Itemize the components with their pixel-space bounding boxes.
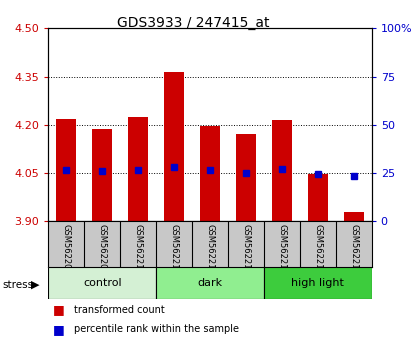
- Bar: [344, 212, 364, 221]
- Bar: [56, 119, 76, 221]
- Bar: [92, 129, 112, 221]
- Text: GSM562213: GSM562213: [241, 224, 250, 274]
- Text: GSM562210: GSM562210: [134, 224, 143, 274]
- Text: ▶: ▶: [31, 280, 39, 290]
- Text: transformed count: transformed count: [74, 305, 164, 315]
- Bar: [236, 135, 256, 221]
- Text: GSM562216: GSM562216: [349, 224, 358, 274]
- Text: GSM562214: GSM562214: [277, 224, 286, 274]
- Text: stress: stress: [2, 280, 33, 290]
- Text: percentile rank within the sample: percentile rank within the sample: [74, 324, 239, 334]
- Text: ■: ■: [53, 323, 65, 336]
- Text: GSM562215: GSM562215: [313, 224, 322, 274]
- Text: ■: ■: [53, 303, 65, 316]
- Text: GSM562208: GSM562208: [62, 224, 71, 274]
- Text: GSM562209: GSM562209: [98, 224, 107, 274]
- Bar: [200, 126, 220, 221]
- Text: control: control: [83, 278, 121, 288]
- Bar: [272, 120, 292, 221]
- Text: high light: high light: [291, 278, 344, 288]
- Bar: [156, 267, 264, 299]
- Bar: [128, 117, 148, 221]
- Bar: [264, 267, 372, 299]
- Text: dark: dark: [197, 278, 223, 288]
- Bar: [164, 72, 184, 221]
- Bar: [48, 267, 156, 299]
- Text: GDS3933 / 247415_at: GDS3933 / 247415_at: [117, 16, 270, 30]
- Text: GSM562212: GSM562212: [205, 224, 215, 274]
- Text: GSM562211: GSM562211: [170, 224, 178, 274]
- Bar: [308, 174, 328, 221]
